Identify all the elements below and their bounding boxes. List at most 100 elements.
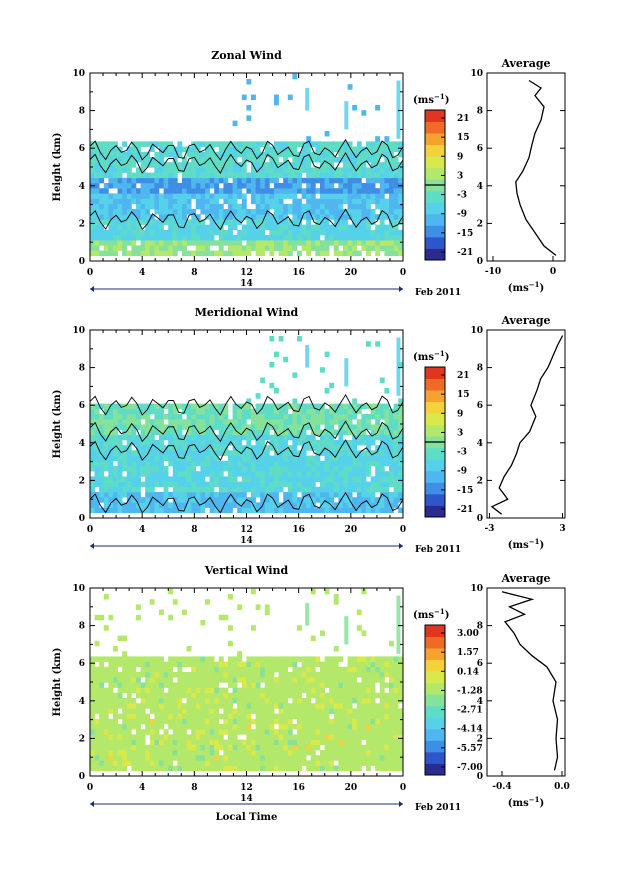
zero-contour: [89, 138, 404, 231]
profile-y-tick: 4: [477, 439, 483, 449]
profile-unit: (ms−1): [508, 795, 544, 809]
colorbar: 3.00 1.57 0.14 -1.28 -2.71 -4.14 -5.57 -7.00: [424, 624, 483, 776]
colorbar-tick: 1.57: [457, 648, 479, 658]
x-tick-label: 16: [292, 783, 305, 793]
y-tick-label: 2: [79, 219, 85, 229]
y-tick-label: 4: [79, 439, 85, 449]
profile-line: [515, 79, 557, 256]
colorbar: 21 15 9 3 -3 -9 -15 -21: [424, 366, 473, 518]
profile-y-tick: 0: [477, 772, 483, 782]
y-tick-label: 6: [79, 144, 85, 154]
profile-y-tick: 10: [470, 69, 483, 79]
date-label: 14: [240, 536, 253, 546]
profile-x-tick: -0.4: [492, 782, 511, 792]
y-tick-label: 8: [79, 364, 85, 374]
y-tick-label: 8: [79, 107, 85, 117]
colorbar-tick: -4.14: [457, 725, 483, 735]
y-axis-label: Height (km): [52, 648, 63, 717]
colorbar-unit: (ms−1): [413, 607, 449, 621]
heatmap-field: [90, 588, 404, 772]
profile-y-tick: 6: [477, 401, 483, 411]
x-tick-label: 12: [240, 783, 253, 793]
panel-title: Meridional Wind: [195, 306, 299, 319]
profile-y-tick: 4: [477, 182, 483, 192]
colorbar-tick: -7.00: [457, 763, 483, 773]
profile-unit: (ms−1): [508, 280, 544, 294]
x-tick-label: 0: [400, 268, 406, 278]
y-tick-label: 8: [79, 622, 85, 632]
y-tick-label: 10: [72, 584, 85, 594]
profile-y-tick: 8: [477, 364, 483, 374]
profile-line: [501, 591, 559, 771]
colorbar-tick: -3: [457, 448, 467, 458]
x-tick-label: 8: [191, 783, 197, 793]
colorbar-tick: 9: [457, 152, 463, 162]
profile-x-tick: -10: [485, 267, 501, 277]
panel-title: Zonal Wind: [211, 49, 282, 62]
x-tick-label: 8: [191, 268, 197, 278]
profile-y-tick: 0: [477, 514, 483, 524]
y-tick-label: 0: [79, 514, 85, 524]
profile-y-tick: 2: [477, 476, 483, 486]
colorbar-unit: (ms−1): [413, 92, 449, 106]
x-tick-label: 0: [87, 783, 93, 793]
x-tick-label: 0: [400, 783, 406, 793]
profile-y-tick: 2: [477, 734, 483, 744]
date-suffix: Feb 2011: [415, 288, 461, 298]
y-tick-label: 4: [79, 182, 85, 192]
y-tick-label: 4: [79, 697, 85, 707]
x-tick-label: 12: [240, 525, 253, 535]
profile-y-tick: 4: [477, 697, 483, 707]
profile-x-tick: 0: [550, 267, 556, 277]
y-tick-label: 2: [79, 476, 85, 486]
y-tick-label: 10: [72, 69, 85, 79]
y-axis-label: Height (km): [52, 133, 63, 202]
x-tick-label: 20: [345, 525, 358, 535]
colorbar-tick: -5.57: [457, 744, 483, 754]
profile-unit: (ms−1): [508, 537, 544, 551]
zero-contour: [89, 394, 404, 514]
colorbar-tick: 3: [457, 428, 463, 438]
profile-title: Average: [500, 57, 550, 70]
average-profile: Average 0 2 4 6 8 10 -0.4 0.0 (ms−1): [470, 572, 569, 809]
colorbar-tick: -21: [457, 505, 473, 515]
profile-y-tick: 8: [477, 107, 483, 117]
profile-x-tick: 3: [559, 524, 565, 534]
colorbar-tick: -15: [457, 486, 473, 496]
colorbar-tick: 21: [457, 371, 470, 381]
y-tick-label: 10: [72, 326, 85, 336]
profile-x-tick: -3: [484, 524, 494, 534]
colorbar-unit: (ms−1): [413, 349, 449, 363]
profile-line: [490, 335, 564, 515]
heatmap-field: [90, 73, 404, 257]
date-label: 14: [240, 794, 253, 804]
colorbar-tick: 15: [457, 133, 470, 143]
x-tick-label: 8: [191, 525, 197, 535]
x-tick-label: 0: [87, 268, 93, 278]
date-suffix: Feb 2011: [415, 803, 461, 813]
colorbar-tick: 3.00: [457, 629, 479, 639]
colorbar-tick: -1.28: [457, 686, 483, 696]
average-profile: Average 0 2 4 6 8 10 -3 3 (ms−1): [470, 314, 565, 551]
profile-y-tick: 10: [470, 584, 483, 594]
profile-y-tick: 2: [477, 219, 483, 229]
x-tick-label: 20: [345, 783, 358, 793]
y-tick-label: 0: [79, 772, 85, 782]
colorbar-tick: 9: [457, 409, 463, 419]
y-tick-label: 2: [79, 734, 85, 744]
colorbar-tick: 3: [457, 171, 463, 181]
x-tick-label: 20: [345, 268, 358, 278]
y-tick-label: 6: [79, 401, 85, 411]
colorbar-tick: 15: [457, 390, 470, 400]
x-tick-label: 4: [139, 268, 145, 278]
date-suffix: Feb 2011: [415, 545, 461, 555]
profile-y-tick: 6: [477, 659, 483, 669]
y-tick-label: 0: [79, 257, 85, 267]
colorbar-tick: -9: [457, 467, 467, 477]
profile-frame: [486, 587, 566, 777]
colorbar-tick: -21: [457, 248, 473, 258]
heatmap-field: [90, 336, 404, 514]
